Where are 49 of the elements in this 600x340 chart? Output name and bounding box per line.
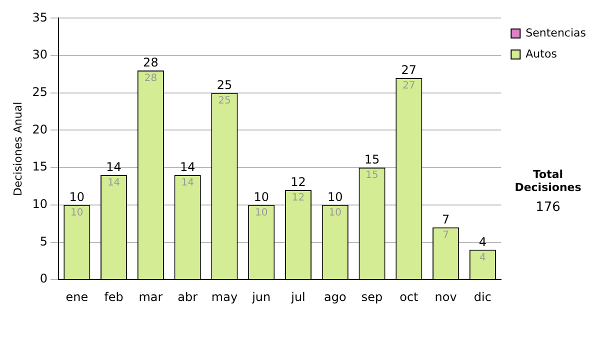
x-tick-label: ene: [66, 290, 88, 304]
x-tick-label: feb: [104, 290, 124, 304]
y-tick-label: 20: [32, 122, 48, 136]
total-label: 28: [143, 56, 158, 70]
y-tick-label: 15: [32, 160, 48, 174]
total-label: 14: [180, 160, 196, 174]
data-label: 10: [70, 208, 84, 219]
y-tick-label: 35: [32, 10, 48, 24]
y-axis-title: Decisiones Anual: [11, 102, 24, 196]
total-label: 4: [478, 234, 487, 249]
total-label: 15: [364, 152, 380, 167]
legend-label: Sentencias: [526, 26, 586, 40]
y-tick-label: 10: [32, 197, 48, 212]
data-label: 28: [144, 73, 158, 84]
x-tick-label: abr: [178, 290, 198, 304]
data-label: 14: [181, 178, 194, 189]
x-tick-label: sep: [361, 290, 383, 304]
total-label: 7: [442, 212, 450, 226]
total-label: 25: [216, 78, 232, 92]
x-tick-label: may: [211, 290, 238, 304]
text: 176: [534, 200, 562, 215]
data-label: 27: [402, 80, 416, 92]
x-tick-label: dic: [474, 290, 492, 304]
y-tick-label: 0: [40, 272, 48, 286]
y-tick-label: 5: [40, 234, 48, 248]
x-tick-label: nov: [434, 290, 457, 304]
data-label: 25: [218, 95, 231, 106]
total-label: 14: [106, 160, 122, 174]
x-tick-label: ago: [324, 290, 346, 304]
data-label: 7: [442, 230, 450, 241]
x-tick-label: oct: [400, 290, 419, 304]
data-label: 14: [107, 178, 120, 189]
data-label: 10: [328, 208, 342, 219]
total-label: 27: [401, 63, 417, 78]
data-label: 10: [255, 208, 268, 219]
total-label: 10: [69, 190, 85, 204]
text: Total Decisiones: [514, 168, 582, 194]
total-label: 12: [290, 175, 306, 190]
x-tick-label: mar: [138, 290, 163, 304]
data-label: 12: [292, 192, 305, 204]
data-label: 15: [366, 170, 378, 182]
y-tick-label: 30: [32, 48, 48, 62]
total-label: 10: [328, 190, 343, 204]
legend-label: Autos: [526, 47, 558, 60]
total-label: 10: [254, 190, 270, 204]
x-tick-label: jul: [290, 290, 306, 304]
y-tick-label: 25: [32, 85, 48, 100]
data-label: 4: [480, 252, 486, 264]
x-tick-label: jun: [251, 290, 271, 304]
